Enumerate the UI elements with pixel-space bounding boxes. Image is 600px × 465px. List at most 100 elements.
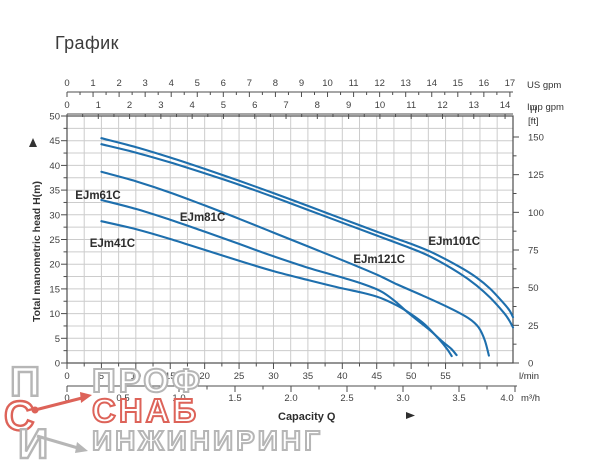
curve-label-EJm61C: EJm61C (75, 190, 120, 202)
curve-EJm121C (100, 143, 515, 329)
svg-text:2: 2 (127, 100, 132, 111)
svg-text:20: 20 (199, 371, 210, 382)
svg-text:35: 35 (49, 186, 60, 197)
svg-text:3: 3 (158, 100, 163, 111)
svg-text:2.0: 2.0 (284, 393, 297, 404)
svg-text:5: 5 (99, 371, 104, 382)
watermark-logo-letter-i: И (18, 420, 51, 464)
axis-head-ft: 0 25 50 75 100 125 150 H[ft] (513, 105, 544, 370)
svg-text:9: 9 (299, 78, 304, 89)
svg-text:2.5: 2.5 (340, 393, 353, 404)
svg-text:30: 30 (268, 371, 279, 382)
svg-text:4: 4 (190, 100, 195, 111)
axis-m3-h: 0 0.5 1.0 1.5 2.0 2.5 3.0 3.5 4.0 m³/h (64, 385, 540, 404)
svg-text:5: 5 (195, 78, 200, 89)
svg-text:0: 0 (64, 100, 69, 111)
svg-text:0: 0 (55, 359, 60, 370)
svg-text:10: 10 (131, 371, 142, 382)
svg-text:15: 15 (49, 284, 60, 295)
curve-label-EJm41C: EJm41C (90, 238, 135, 250)
curve-EJm81C (100, 170, 490, 357)
svg-text:50: 50 (49, 112, 60, 123)
svg-text:16: 16 (479, 78, 490, 89)
svg-text:12: 12 (437, 100, 448, 111)
svg-text:5: 5 (55, 334, 60, 345)
svg-text:17: 17 (505, 78, 516, 89)
svg-text:40: 40 (337, 371, 348, 382)
svg-text:11: 11 (406, 100, 416, 111)
svg-text:35: 35 (303, 371, 314, 382)
svg-text:50: 50 (406, 371, 417, 382)
svg-text:8: 8 (315, 100, 320, 111)
svg-text:45: 45 (371, 371, 382, 382)
svg-text:6: 6 (252, 100, 257, 111)
svg-text:l/min: l/min (519, 371, 539, 382)
svg-text:US gpm: US gpm (527, 80, 561, 91)
page-title: График (55, 33, 119, 53)
svg-text:55: 55 (440, 371, 451, 382)
svg-text:Total manometric head H(m): Total manometric head H(m) (31, 181, 43, 322)
svg-text:8: 8 (273, 78, 278, 89)
svg-text:6: 6 (221, 78, 226, 89)
svg-text:7: 7 (247, 78, 252, 89)
svg-text:H: H (530, 105, 537, 116)
axis-us-gpm: 0 1 2 3 4 5 6 7 8 9 10 11 12 13 14 15 16 17 US gpm (64, 78, 561, 97)
watermark-logo-letter-p: П (10, 358, 43, 405)
axis-imp-gpm: 0 1 2 3 4 5 6 7 8 9 10 11 12 13 14 Imp gpm (64, 100, 564, 119)
pump-curves: EJm41C EJm61C EJm81C EJm121C EJm101C (75, 137, 515, 358)
svg-text:3.5: 3.5 (452, 393, 465, 404)
svg-text:m³/h: m³/h (521, 393, 540, 404)
svg-text:25: 25 (234, 371, 245, 382)
watermark-logo-arrows (31, 392, 92, 453)
axis-l-min: 0 5 10 15 20 25 30 35 40 45 50 55 l/min (64, 363, 539, 382)
svg-text:40: 40 (49, 161, 60, 172)
svg-text:0: 0 (64, 393, 69, 404)
axis-head-m: 0 5 10 15 20 25 30 35 40 45 50 Total manometric hea… (29, 112, 67, 370)
svg-text:100: 100 (528, 208, 544, 219)
svg-text:15: 15 (165, 371, 176, 382)
svg-text:0: 0 (528, 359, 533, 370)
svg-text:10: 10 (375, 100, 386, 111)
svg-text:3.0: 3.0 (396, 393, 409, 404)
svg-text:10: 10 (49, 309, 60, 320)
curve-label-EJm121C: EJm121C (353, 254, 405, 266)
svg-text:150: 150 (528, 132, 544, 143)
curve-EJm61C (100, 198, 458, 357)
svg-text:30: 30 (49, 210, 60, 221)
svg-text:125: 125 (528, 170, 544, 181)
svg-text:1: 1 (96, 100, 101, 111)
capacity-arrow-right-icon (406, 412, 415, 419)
svg-text:13: 13 (400, 78, 411, 89)
watermark-line3: ИНЖИНИРИНГ (92, 425, 323, 456)
head-axis-arrow-up-icon (29, 138, 37, 147)
watermark-line2: СНАБ (92, 392, 199, 429)
svg-text:Imp gpm: Imp gpm (527, 102, 564, 113)
watermark: ПРОФ СНАБ ИНЖИНИРИНГ П С И (3, 357, 323, 464)
svg-text:4.0: 4.0 (500, 393, 513, 404)
curve-label-EJm81C: EJm81C (180, 212, 225, 224)
watermark-logo-letter-s: С (4, 392, 37, 439)
svg-text:Capacity Q: Capacity Q (278, 411, 336, 423)
svg-text:0.5: 0.5 (116, 393, 129, 404)
svg-text:1.5: 1.5 (228, 393, 241, 404)
curve-label-EJm101C: EJm101C (428, 236, 480, 248)
svg-text:3: 3 (143, 78, 148, 89)
svg-text:2: 2 (116, 78, 121, 89)
svg-text:45: 45 (49, 136, 60, 147)
svg-text:9: 9 (346, 100, 351, 111)
svg-text:50: 50 (528, 283, 539, 294)
svg-text:7: 7 (283, 100, 288, 111)
svg-text:25: 25 (49, 235, 60, 246)
grid (66, 115, 514, 364)
svg-text:0: 0 (64, 371, 69, 382)
svg-text:20: 20 (49, 260, 60, 271)
watermark-line1: ПРОФ (92, 362, 203, 399)
svg-text:12: 12 (374, 78, 385, 89)
svg-text:5: 5 (221, 100, 226, 111)
svg-text:4: 4 (169, 78, 174, 89)
svg-text:[ft]: [ft] (528, 116, 539, 127)
svg-text:15: 15 (453, 78, 464, 89)
svg-text:11: 11 (349, 78, 359, 89)
